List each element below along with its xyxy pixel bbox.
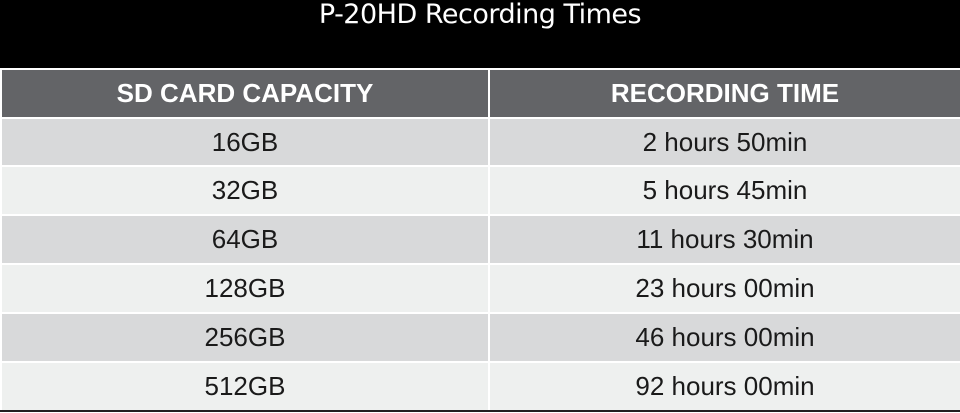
- recording-time-cell: 5 hours 45min: [490, 167, 960, 214]
- table-row: 64GB 11 hours 30min: [0, 216, 960, 263]
- capacity-cell: 256GB: [2, 314, 488, 361]
- recording-time-cell: 92 hours 00min: [490, 363, 960, 410]
- table-row: 32GB 5 hours 45min: [0, 167, 960, 214]
- capacity-cell: 32GB: [2, 167, 488, 214]
- table-row: 128GB 23 hours 00min: [0, 265, 960, 312]
- header-recording-time: RECORDING TIME: [490, 70, 960, 117]
- title-bar: P-20HD Recording Times: [0, 0, 960, 68]
- recording-time-cell: 23 hours 00min: [490, 265, 960, 312]
- capacity-cell: 64GB: [2, 216, 488, 263]
- header-sd-card-capacity: SD CARD CAPACITY: [2, 70, 488, 117]
- recording-time-cell: 2 hours 50min: [490, 119, 960, 165]
- capacity-cell: 512GB: [2, 363, 488, 410]
- table-bottom-rule: [0, 410, 960, 412]
- capacity-cell: 128GB: [2, 265, 488, 312]
- recording-time-cell: 46 hours 00min: [490, 314, 960, 361]
- table-row: 256GB 46 hours 00min: [0, 314, 960, 361]
- recording-times-table: SD CARD CAPACITY RECORDING TIME 16GB 2 h…: [0, 68, 960, 412]
- recording-time-cell: 11 hours 30min: [490, 216, 960, 263]
- table-header-row: SD CARD CAPACITY RECORDING TIME: [0, 70, 960, 117]
- capacity-cell: 16GB: [2, 119, 488, 165]
- page-title: P-20HD Recording Times: [318, 0, 642, 30]
- table-row: 16GB 2 hours 50min: [0, 119, 960, 165]
- table-row: 512GB 92 hours 00min: [0, 363, 960, 410]
